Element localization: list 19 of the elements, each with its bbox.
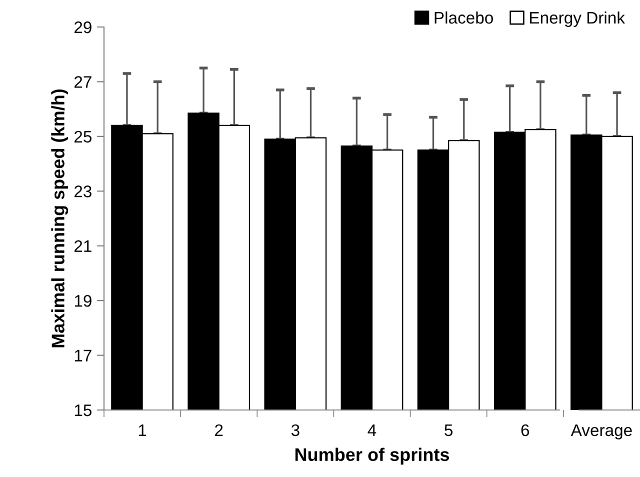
x-tick-label: 5 [444,424,453,436]
y-tick-label: 19 [74,294,92,307]
x-tick-label: 3 [291,424,300,436]
y-tick-label: 21 [74,240,92,252]
legend-label: Placebo [434,11,493,24]
x-tick-label: 4 [368,424,376,436]
y-axis-title: Maximal running speed (km/h) [51,89,68,348]
x-tick-label: 6 [521,424,530,436]
x-tick-label: Average [570,424,632,440]
legend-label: Energy Drink [530,11,626,27]
y-tick-label: 15 [74,404,92,416]
y-tick-label: 25 [74,130,92,143]
x-axis-title: Number of sprints [295,448,450,465]
y-tick-label: 27 [74,76,92,88]
y-tick-label: 23 [74,186,92,198]
x-tick-label: 1 [138,424,146,436]
y-tick-label: 29 [74,21,92,34]
x-tick-label: 2 [215,424,223,436]
y-tick-label: 17 [74,350,92,362]
